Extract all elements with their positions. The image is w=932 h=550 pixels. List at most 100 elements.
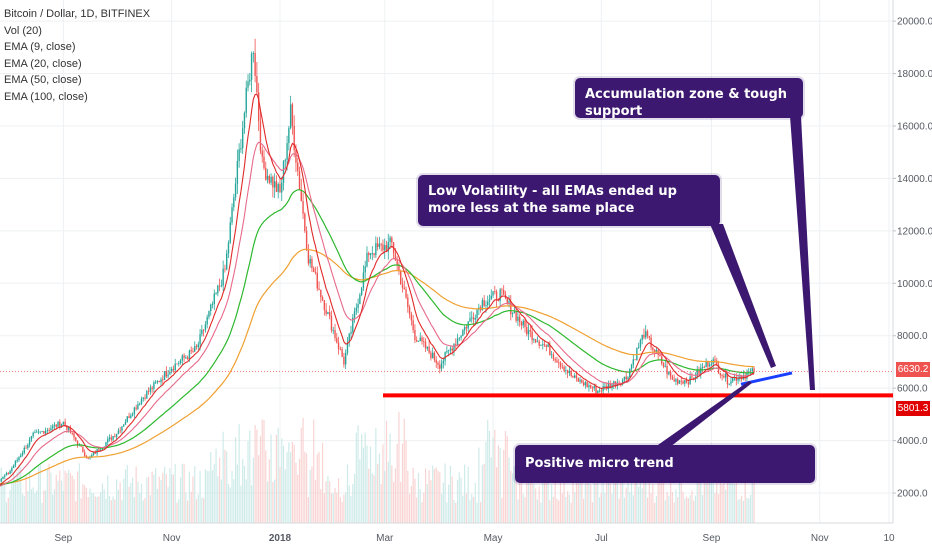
volume-bar [721,484,723,523]
candle-body [137,404,139,409]
volume-bar [291,441,294,523]
volume-bar [37,466,40,523]
candle-body [581,379,583,383]
candle-body [400,271,402,285]
volume-bar [378,453,381,523]
volume-bar [293,444,295,523]
volume-bar [240,485,242,523]
volume-bar [242,459,244,523]
candle-body [67,427,70,430]
volume-bar [316,454,318,523]
candle-body [373,253,375,256]
callout-low-volatility[interactable]: Low Volatility - all EMAs ended up more … [418,175,720,226]
candle-body [305,230,308,250]
price-candles [0,38,755,483]
volume-bar [483,463,485,523]
candle-body [526,327,528,335]
volume-bar [332,493,334,523]
candle-body [229,222,231,243]
candle-body [398,264,400,272]
legend-indicator-ema50[interactable]: EMA (50, close) [4,74,82,86]
candle-body [659,354,661,357]
volume-bar [302,417,304,523]
volume-bar [130,482,132,523]
candle-body [533,339,535,341]
candle-body [442,360,445,364]
volume-bar [107,475,109,523]
volume-bar [737,499,739,523]
volume-bar [169,468,171,523]
callout-positive-trend[interactable]: Positive micro trend [515,445,815,483]
candle-body [39,431,41,433]
candle-body [584,381,587,386]
volume-bar [314,480,317,523]
legend-indicator-volume[interactable]: Vol (20) [4,24,42,37]
candle-body [297,162,299,171]
volume-bar [320,489,322,523]
volume-bar [598,497,601,523]
volume-bar [233,479,235,523]
volume-bar [89,488,91,523]
candle-body [334,330,336,339]
candle-body [724,373,727,378]
volume-bar [742,500,745,523]
volume-bar [700,482,702,523]
candle-body [625,376,627,380]
price-axis-label: 6000.0 [897,384,928,395]
volume-bar [748,498,750,523]
candle-body [538,341,540,346]
volume-bar [327,475,329,523]
candle-body [131,414,134,416]
candle-body [552,354,555,360]
candle-body [52,425,54,429]
candle-body [369,253,372,256]
volume-bar [123,478,125,523]
volume-bar [108,495,111,523]
candle-body [357,304,359,308]
callout-accumulation-zone[interactable]: Accumulation zone & tough support [575,78,803,119]
candle-body [213,293,215,305]
legend-indicator-ema100[interactable]: EMA (100, close) [4,90,88,103]
candle-body [527,330,530,335]
candle-body [14,461,17,466]
candle-body [288,128,290,144]
candle-body [543,344,546,346]
legend-indicator-ema20[interactable]: EMA (20, close) [4,57,82,70]
legend-indicator-ema9[interactable]: EMA (9, close) [4,41,76,53]
volume-bar [508,457,510,523]
volume-bar [265,450,267,523]
volume-bar [685,496,688,523]
volume-bar [18,464,20,523]
candle-body [101,447,104,450]
volume-bar [48,463,50,523]
candle-body [645,331,647,338]
price-axis-label: 10000.0 [897,279,932,290]
volume-bar [398,412,400,523]
candle-body [110,437,112,440]
volume-bar [187,500,189,523]
candle-body [453,343,455,351]
volume-bar [673,502,675,523]
candle-body [344,352,347,365]
candle-body [623,376,626,380]
volume-bar [542,479,544,523]
candle-body [650,337,652,348]
candle-body [9,470,11,475]
candle-body [423,341,425,343]
volume-bar [353,473,356,523]
candle-body [417,341,420,342]
callout-pointer-accumulation [790,116,815,390]
volume-bar [689,495,691,523]
candle-body [588,385,590,388]
candle-body [163,371,166,381]
volume-bar [36,490,38,523]
candle-body [542,344,544,346]
ema-lines [0,93,755,487]
volume-bar [469,500,471,523]
candle-body [327,312,329,314]
volume-bar [488,430,491,523]
volume-bar [577,470,579,523]
volume-bar [529,481,531,523]
candle-body [62,421,65,424]
volume-bar [591,502,594,523]
